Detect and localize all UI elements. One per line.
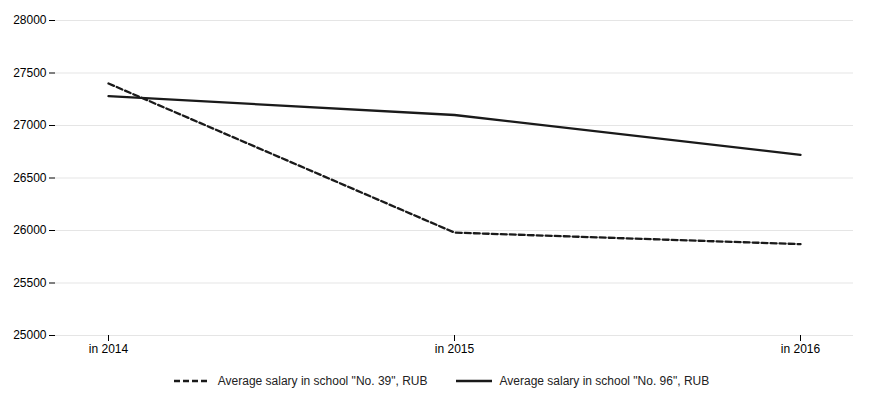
svg-text:27000: 27000	[13, 118, 47, 132]
svg-text:28000: 28000	[13, 13, 47, 27]
svg-text:25000: 25000	[13, 328, 47, 342]
svg-text:27500: 27500	[13, 66, 47, 80]
svg-text:26500: 26500	[13, 171, 47, 185]
svg-text:in 2015: in 2015	[435, 342, 475, 356]
svg-text:in 2014: in 2014	[89, 342, 129, 356]
svg-text:26000: 26000	[13, 223, 47, 237]
html-text:Average salary in school "No.: Average salary in school "No. 39", RUB	[217, 374, 428, 388]
svg-text:25500: 25500	[13, 276, 47, 290]
svg-text:in 2016: in 2016	[781, 342, 821, 356]
html-text:Average salary in school "No.: Average salary in school "No. 96", RUB	[499, 374, 710, 388]
